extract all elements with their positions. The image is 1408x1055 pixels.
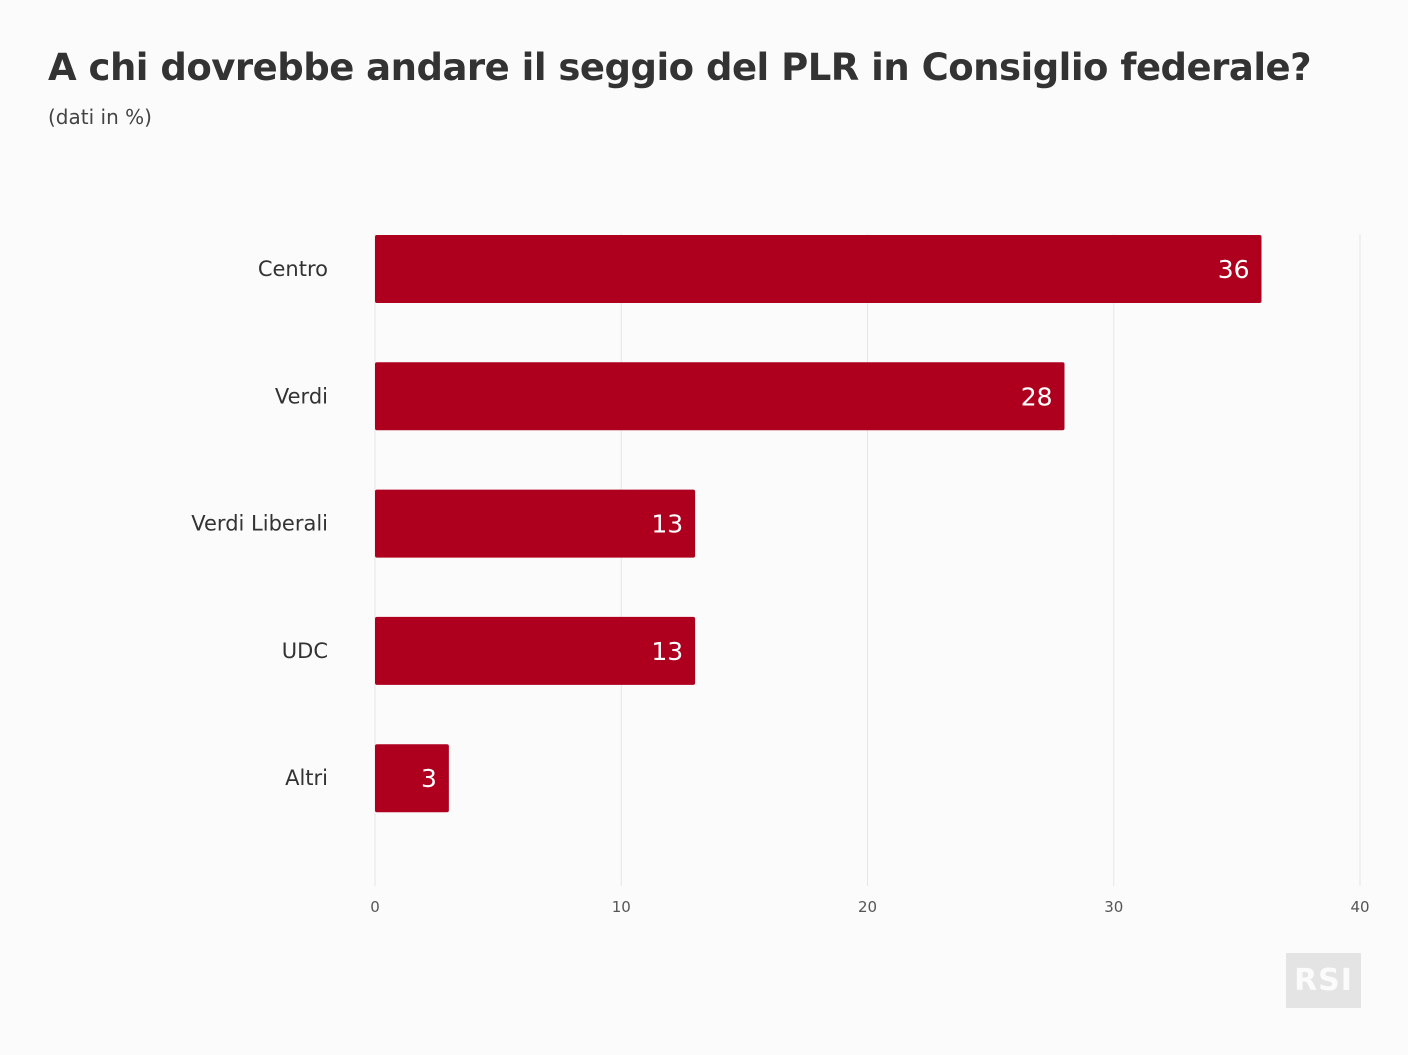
- grid-lines: [374, 234, 1361, 886]
- value-label: 36: [1218, 255, 1250, 284]
- category-label: Centro: [258, 257, 328, 281]
- value-label: 28: [1021, 382, 1053, 411]
- bar: [375, 616, 696, 685]
- x-tick-label: 30: [1104, 898, 1123, 916]
- x-tick-label: 10: [612, 898, 631, 916]
- bar: [375, 362, 1065, 431]
- bar: [375, 744, 449, 813]
- x-axis-ticks: 0 10 20 30 40: [370, 898, 1369, 916]
- bar: [375, 235, 1262, 303]
- value-label: 13: [651, 637, 683, 666]
- bar: [375, 489, 696, 558]
- value-labels: 36 28 13 13 3: [421, 255, 1250, 793]
- category-label: Altri: [285, 766, 328, 790]
- chart-title: A chi dovrebbe andare il seggio del PLR …: [48, 46, 1312, 89]
- rsi-logo-text: RSI: [1294, 963, 1353, 998]
- category-label: Verdi: [275, 384, 328, 408]
- category-label: Verdi Liberali: [191, 512, 328, 536]
- chart-subtitle: (dati in %): [48, 105, 152, 129]
- x-tick-label: 20: [858, 898, 877, 916]
- bars: [375, 235, 1262, 813]
- value-label: 13: [651, 510, 683, 539]
- category-labels: Centro Verdi Verdi Liberali UDC Altri: [191, 257, 328, 790]
- rsi-logo: RSI: [1286, 953, 1361, 1008]
- x-tick-label: 40: [1350, 898, 1369, 916]
- x-tick-label: 0: [370, 898, 380, 916]
- category-label: UDC: [282, 639, 328, 663]
- value-label: 3: [421, 764, 437, 793]
